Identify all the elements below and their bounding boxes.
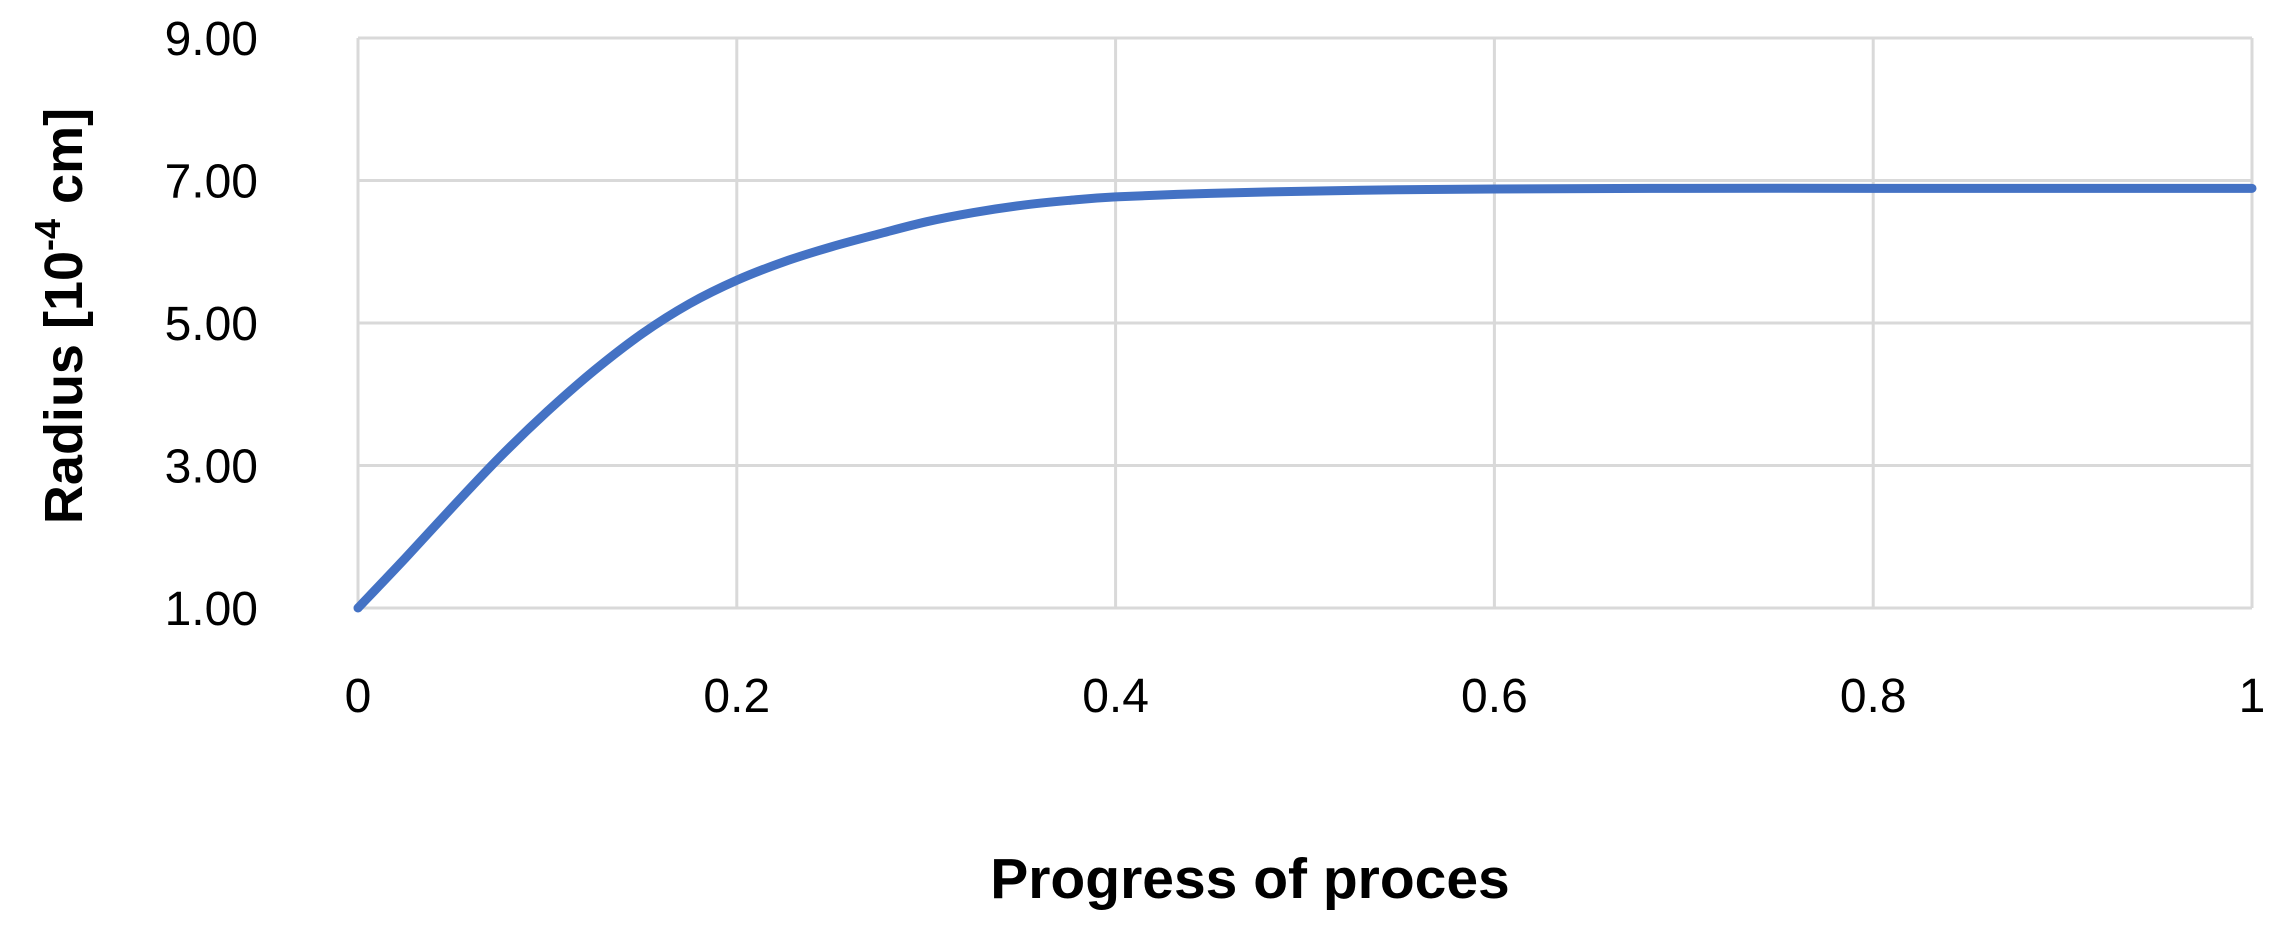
y-axis-title-main: Radius [10 [34, 251, 94, 524]
y-axis-title: Radius [10-4 cm] [27, 108, 94, 524]
y-tick-label: 9.00 [165, 13, 258, 66]
grid-lines [356, 36, 2254, 610]
x-tick-label: 0.8 [1840, 670, 1907, 723]
x-tick-label: 1 [2239, 670, 2266, 723]
x-tick-label: 0.4 [1082, 670, 1149, 723]
y-tick-label: 7.00 [165, 156, 258, 209]
series-line [353, 183, 2257, 613]
x-tick-label: 0 [345, 670, 372, 723]
y-tick-label: 3.00 [165, 441, 258, 494]
tick-labels: 1.00 3.00 5.00 7.00 9.00 0 0.2 0.4 0.6 0.8 1 [165, 13, 2266, 723]
x-axis-title: Progress of proces [990, 847, 1510, 911]
x-tick-label: 0.2 [703, 670, 770, 723]
x-tick-label: 0.6 [1461, 670, 1528, 723]
y-axis-title-exponent: -4 [27, 219, 68, 251]
series-layer [353, 183, 2257, 613]
y-axis-title-unit: cm] [34, 108, 94, 219]
y-tick-label: 5.00 [165, 298, 258, 351]
y-tick-label: 1.00 [165, 583, 258, 636]
